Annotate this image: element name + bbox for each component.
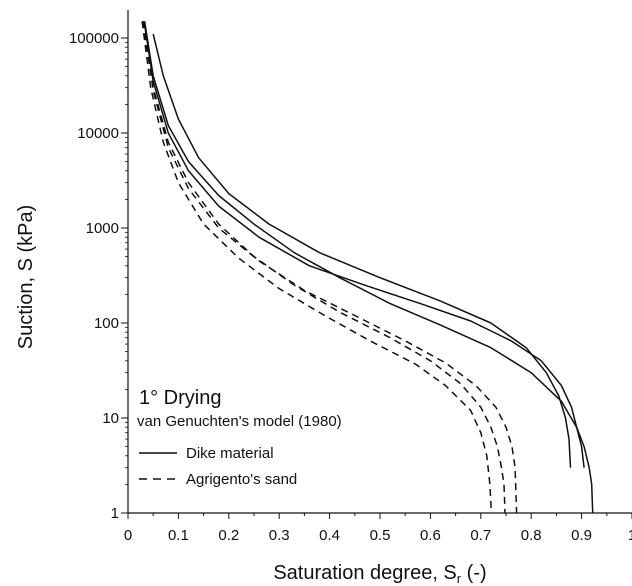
y-tick-label: 1000	[86, 220, 119, 237]
y-tick-label: 10000	[77, 125, 119, 142]
dike-curve-2	[152, 33, 572, 468]
x-axis-title-unit: (-)	[461, 562, 487, 584]
x-tick-label: 0.4	[319, 527, 340, 544]
x-tick-label: 0.5	[370, 527, 391, 544]
sand-curve-3	[142, 21, 506, 514]
x-tick-label: 0.6	[420, 527, 441, 544]
x-axis-title-main: Saturation degree, S	[273, 562, 456, 584]
x-tick-label: 0.9	[571, 527, 592, 544]
x-tick-label: 0.1	[168, 527, 189, 544]
y-tick-label: 100000	[69, 30, 119, 47]
x-tick-label: 0	[124, 527, 132, 544]
data-curves	[141, 21, 594, 514]
x-tick-label: 0.7	[470, 527, 491, 544]
x-axis-title-subscript: r	[457, 571, 462, 586]
legend: Dike material Agrigento's sand	[139, 445, 297, 488]
y-tick-label: 1	[111, 505, 119, 522]
dike-curve-0	[143, 21, 594, 514]
x-axis-title: Saturation degree, Sr (-)	[273, 562, 486, 586]
y-tick-label: 100	[94, 315, 119, 332]
x-tick-label: 0.8	[521, 527, 542, 544]
legend-label-sand: Agrigento's sand	[186, 471, 297, 488]
annotation-title: 1° Drying	[139, 387, 221, 409]
sand-curve-4	[142, 21, 518, 514]
x-tick-label: 0.2	[218, 527, 239, 544]
y-tick-label: 10	[102, 410, 119, 427]
x-tick-label: 0.3	[269, 527, 290, 544]
y-axis-title: Suction, S (kPa)	[15, 205, 37, 350]
axes	[127, 10, 632, 514]
tick-marks: 0 0.1 0.2 0.3 0.4 0.5 0.6 0.7 0.8 0.9 1 1 10 100 1000 1…	[69, 30, 632, 544]
x-tick-label: 1	[628, 527, 632, 544]
legend-label-dike: Dike material	[186, 445, 274, 462]
sand-curve-5	[141, 21, 493, 514]
annotation-subtitle: van Genuchten's model (1980)	[137, 413, 342, 430]
dike-curve-1	[143, 21, 585, 468]
